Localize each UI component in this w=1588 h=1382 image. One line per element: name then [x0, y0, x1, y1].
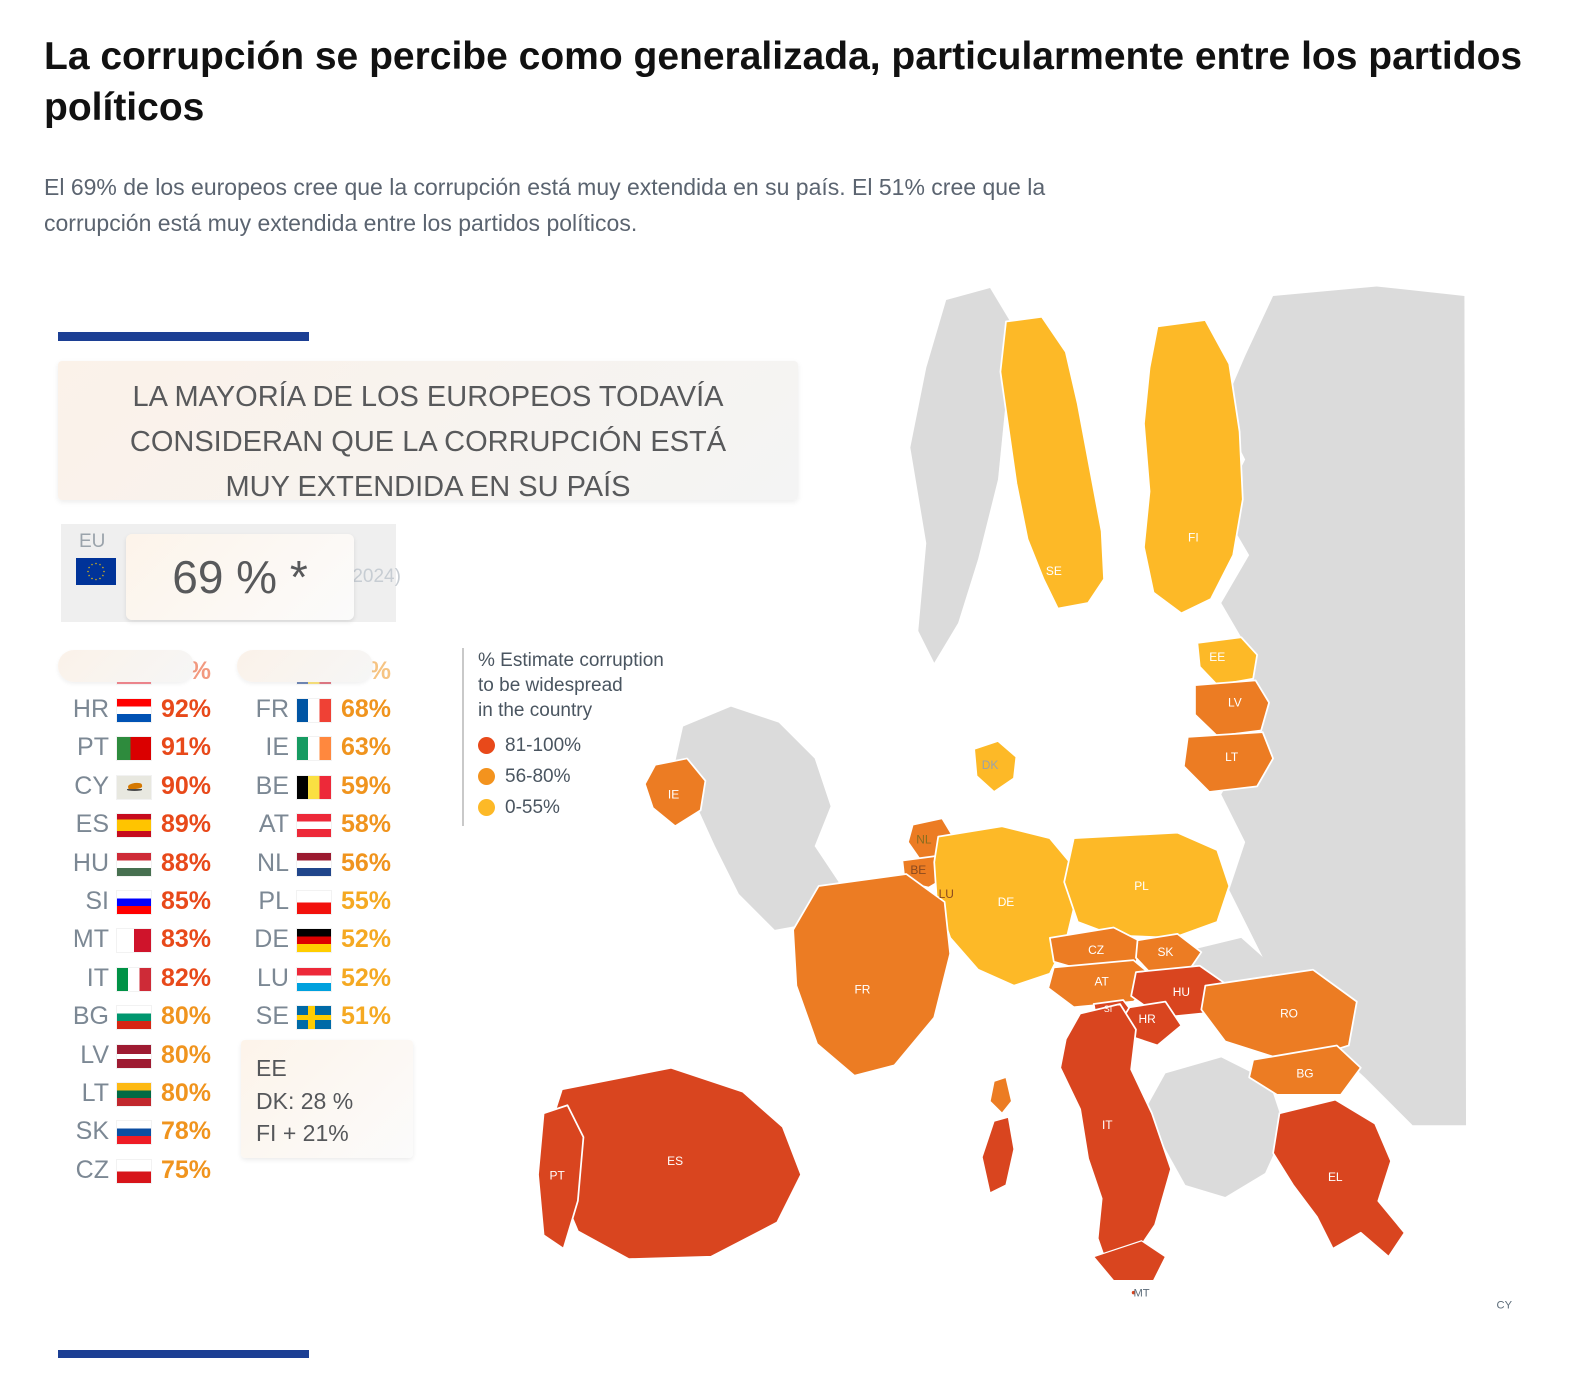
- svg-text:EE: EE: [1209, 650, 1225, 664]
- svg-text:FR: FR: [855, 983, 871, 997]
- svg-text:PT: PT: [549, 1168, 565, 1182]
- svg-text:ES: ES: [667, 1154, 683, 1168]
- svg-text:BE: BE: [910, 863, 926, 877]
- svg-text:LU: LU: [939, 887, 954, 901]
- svg-text:BG: BG: [1296, 1066, 1313, 1080]
- svg-text:SI: SI: [1104, 1004, 1112, 1014]
- svg-text:LV: LV: [1228, 696, 1242, 710]
- svg-text:DE: DE: [998, 895, 1015, 909]
- svg-text:AT: AT: [1094, 975, 1109, 989]
- svg-text:RO: RO: [1280, 1007, 1298, 1021]
- svg-text:FI: FI: [1188, 531, 1199, 545]
- svg-text:SK: SK: [1157, 945, 1173, 959]
- svg-text:DK: DK: [982, 758, 999, 772]
- svg-text:CZ: CZ: [1088, 943, 1104, 957]
- svg-text:HR: HR: [1138, 1012, 1156, 1026]
- svg-text:IE: IE: [668, 787, 679, 801]
- svg-text:NL: NL: [916, 833, 932, 847]
- svg-text:MT: MT: [1133, 1288, 1149, 1300]
- svg-text:HU: HU: [1173, 985, 1190, 999]
- svg-text:CY: CY: [1497, 1300, 1513, 1312]
- svg-text:SE: SE: [1046, 564, 1062, 578]
- svg-text:IT: IT: [1102, 1118, 1113, 1132]
- svg-text:PL: PL: [1134, 879, 1149, 893]
- svg-text:LT: LT: [1225, 750, 1239, 764]
- svg-text:EL: EL: [1328, 1170, 1343, 1184]
